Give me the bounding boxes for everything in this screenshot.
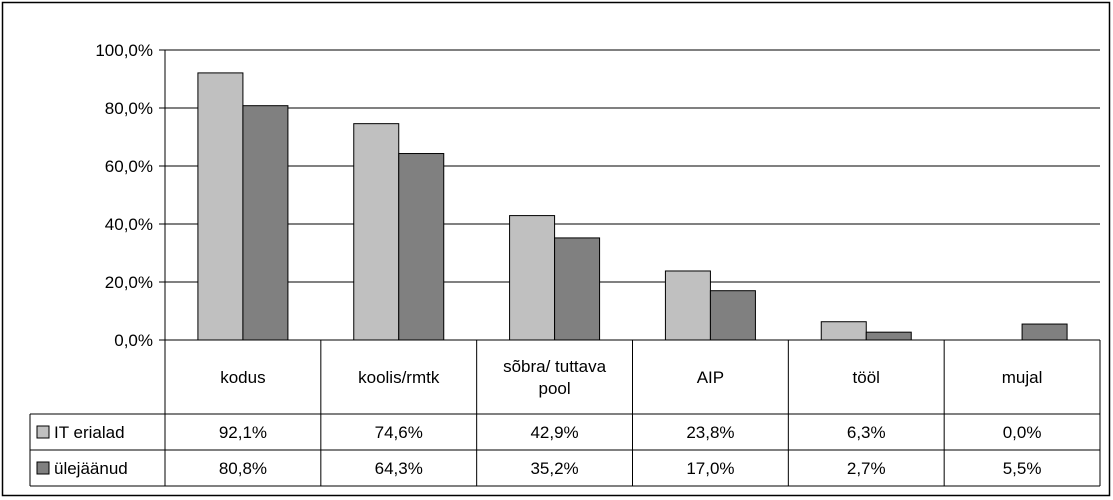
data-label: 64,3%	[375, 459, 423, 478]
data-label: 2,7%	[847, 459, 886, 478]
bar-it-erialad	[197, 72, 244, 341]
y-tick-label: 60,0%	[105, 157, 153, 176]
y-tick-label: 80,0%	[105, 99, 153, 118]
bar-it-erialad	[353, 123, 400, 341]
data-label: 23,8%	[686, 423, 734, 442]
y-tick-label: 20,0%	[105, 273, 153, 292]
bar-it-erialad	[664, 270, 711, 341]
category-label: tööl	[853, 368, 880, 387]
category-label: pool	[539, 379, 571, 398]
y-tick-label: 40,0%	[105, 215, 153, 234]
data-label: 5,5%	[1003, 459, 1042, 478]
legend-label: IT erialad	[54, 423, 125, 442]
bar-ulejaanud	[398, 153, 445, 341]
data-label: 74,6%	[375, 423, 423, 442]
legend-key-ulejaanud	[36, 461, 50, 475]
data-label: 6,3%	[847, 423, 886, 442]
bar-ulejaanud	[709, 290, 756, 341]
category-label: sõbra/ tuttava	[503, 357, 607, 376]
data-label: 17,0%	[686, 459, 734, 478]
data-label: 92,1%	[219, 423, 267, 442]
category-label: koolis/rmtk	[358, 368, 440, 387]
data-label: 80,8%	[219, 459, 267, 478]
bar-ulejaanud	[865, 331, 912, 341]
bar-ulejaanud	[242, 105, 289, 341]
category-label: mujal	[1002, 368, 1043, 387]
legend-label: ülejäänud	[54, 459, 128, 478]
bar-it-erialad	[509, 215, 556, 341]
bar-ulejaanud	[554, 237, 601, 341]
bar-ulejaanud	[1021, 323, 1068, 341]
category-label: AIP	[697, 368, 724, 387]
y-tick-label: 100,0%	[95, 41, 153, 60]
legend-key-it-erialad	[36, 425, 50, 439]
data-label: 0,0%	[1003, 423, 1042, 442]
data-label: 42,9%	[530, 423, 578, 442]
bar-it-erialad	[820, 321, 867, 341]
data-label: 35,2%	[530, 459, 578, 478]
category-label: kodus	[220, 368, 265, 387]
y-tick-label: 0,0%	[114, 331, 153, 350]
